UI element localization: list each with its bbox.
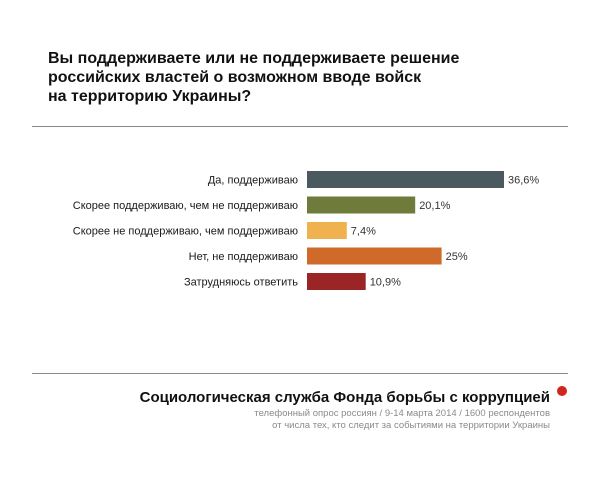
category-label: Затрудняюсь ответить — [184, 277, 298, 289]
bar — [307, 273, 366, 290]
top-divider — [32, 126, 568, 127]
value-label: 36,6% — [508, 175, 539, 187]
chart-title-line: Вы поддерживаете или не поддерживаете ре… — [48, 50, 460, 67]
survey-note-line: от числа тех, кто следит за событиями на… — [272, 420, 550, 431]
category-label: Нет, не поддерживаю — [189, 251, 298, 263]
bar — [307, 171, 504, 188]
value-label: 20,1% — [419, 200, 450, 212]
survey-note-line: телефонный опрос россиян / 9-14 марта 20… — [254, 408, 550, 419]
bar — [307, 247, 442, 265]
chart-title-line: на территорию Украины? — [48, 88, 252, 105]
brand-dot — [557, 386, 567, 396]
organization-name: Социологическая служба Фонда борьбы с ко… — [139, 389, 550, 406]
chart-title-line: российских властей о возможном вводе вой… — [48, 69, 422, 86]
bar — [307, 222, 347, 239]
value-label: 10,9% — [370, 277, 401, 289]
bar — [307, 196, 416, 214]
category-label: Да, поддерживаю — [208, 175, 298, 187]
category-label: Скорее поддерживаю, чем не поддерживаю — [73, 200, 298, 212]
category-label: Скорее не поддерживаю, чем поддерживаю — [73, 226, 298, 238]
chart-title: Вы поддерживаете или не поддерживаете ре… — [48, 49, 488, 106]
value-label: 25% — [446, 251, 468, 263]
bottom-divider — [32, 373, 568, 374]
value-label: 7,4% — [351, 226, 376, 238]
